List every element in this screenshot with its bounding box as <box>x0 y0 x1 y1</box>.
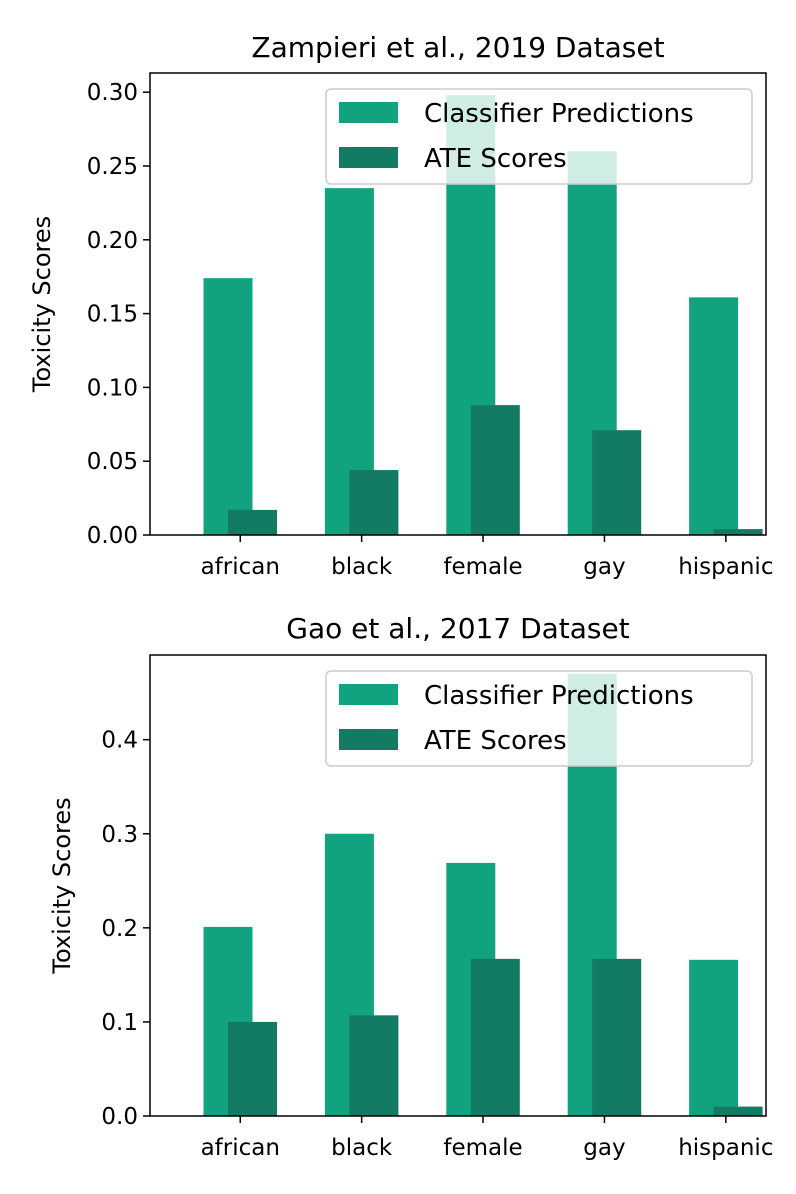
chart-panel-1: Zampieri et al., 2019 Dataset Toxicity Sc… <box>28 31 773 580</box>
plot-frame <box>149 72 767 536</box>
legend-swatch-1 <box>339 684 398 705</box>
y-tick-label: 0.2 <box>101 916 138 942</box>
ate-bar-gay <box>592 958 642 1116</box>
y-tick-label: 0.3 <box>101 822 138 848</box>
x-tick-label-black: black <box>331 1135 393 1161</box>
y-tick-label: 0.00 <box>87 523 138 549</box>
chart-title: Zampieri et al., 2019 Dataset <box>251 31 664 64</box>
chart-panel-2: Gao et al., 2017 Dataset Toxicity Scores 0… <box>48 612 773 1161</box>
ate-bar-female <box>470 405 520 535</box>
legend: Classifier Predictions ATE Scores <box>325 88 753 185</box>
legend-label-1: Classifier Predictions <box>424 99 694 129</box>
legend-swatch-2 <box>339 729 398 750</box>
legend-label-2: ATE Scores <box>424 726 567 756</box>
chart-title: Gao et al., 2017 Dataset <box>286 612 629 645</box>
plot-frame <box>149 654 767 1117</box>
y-tick-label: 0.15 <box>87 302 138 328</box>
y-tick-label: 0.4 <box>101 728 138 754</box>
x-tick-label-gay: gay <box>583 554 625 580</box>
x-tick-label-female: female <box>443 554 522 580</box>
ate-bar-black <box>349 470 399 535</box>
y-tick-label: 0.1 <box>101 1010 138 1036</box>
x-tick-label-african: african <box>201 554 280 580</box>
y-axis-label: Toxicity Scores <box>28 216 56 393</box>
ate-bar-black <box>349 1015 399 1116</box>
y-tick-label: 0.30 <box>87 80 138 106</box>
legend-swatch-2 <box>339 147 398 168</box>
x-tick-label-black: black <box>331 554 393 580</box>
ate-bar-female <box>470 958 520 1116</box>
ate-bar-african <box>228 1021 277 1116</box>
legend: Classifier Predictions ATE Scores <box>325 670 753 767</box>
ate-bar-hispanic <box>713 529 763 535</box>
y-tick-label: 0.10 <box>87 375 138 401</box>
x-tick-label-female: female <box>443 1135 522 1161</box>
y-tick-label: 0.20 <box>87 228 138 254</box>
x-tick-label-african: african <box>201 1135 280 1161</box>
classifier-bar-hispanic <box>689 959 739 1116</box>
x-tick-label-gay: gay <box>583 1135 625 1161</box>
x-tick-label-hispanic: hispanic <box>678 554 773 580</box>
x-tick-label-hispanic: hispanic <box>678 1135 773 1161</box>
legend-label-2: ATE Scores <box>424 144 567 174</box>
classifier-bar-hispanic <box>689 297 739 535</box>
y-tick-label: 0.05 <box>87 449 138 475</box>
ate-bar-hispanic <box>713 1106 763 1116</box>
ate-bar-african <box>228 509 277 535</box>
ate-bar-gay <box>592 430 642 535</box>
classifier-bar-african <box>203 278 253 535</box>
legend-label-1: Classifier Predictions <box>424 681 694 711</box>
legend-box <box>325 88 753 185</box>
legend-swatch-1 <box>339 102 398 123</box>
y-axis-label: Toxicity Scores <box>48 797 76 974</box>
y-tick-label: 0.0 <box>101 1104 138 1130</box>
y-tick-label: 0.25 <box>87 154 138 180</box>
legend-box <box>325 670 753 767</box>
